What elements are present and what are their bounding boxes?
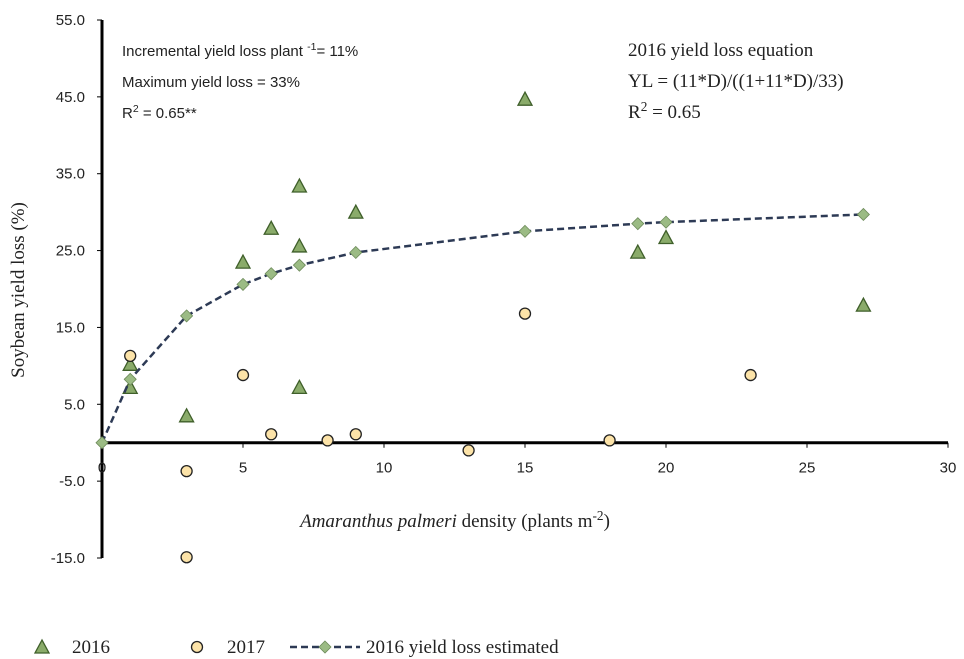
x-tick-label: 10 [376,460,393,477]
diamond-point [518,224,532,238]
x-axis-label: Amaranthus palmeri density (plants m-2) [298,508,610,533]
legend-label: 2016 yield loss estimated [366,637,559,658]
circle-point [180,551,193,564]
text-part: ) [604,511,610,532]
diamond-point [659,215,673,229]
diamond-point [236,277,250,291]
text-part: 2016 yield loss equation [628,40,814,61]
x-tick-label: 0 [98,460,106,477]
circle-point [603,434,616,447]
text-part: -1 [307,41,316,53]
text-part: Amaranthus palmeri [298,511,457,532]
annotation: R2 = 0.65** [122,103,197,122]
annotation: Incremental yield loss plant -1= 11% [122,41,358,60]
text-part: Incremental yield loss plant [122,43,307,60]
circle-point [180,465,193,478]
text-part: 2 [641,99,648,114]
triangle-point [33,638,51,654]
annotation: Maximum yield loss = 33% [122,74,300,91]
y-tick-label: -15.0 [51,550,85,567]
circle-point [265,428,278,441]
triangle-point [291,177,308,193]
y-tick-label: -5.0 [59,473,85,490]
diamond-point [856,207,870,222]
diamond-point [631,217,645,231]
y-axis-label: Soybean yield loss (%) [8,202,29,378]
x-tick-label: 30 [940,460,957,477]
text-part: = 0.65** [139,105,197,122]
triangle-point [291,379,308,395]
y-tick-label: 45.0 [56,89,85,106]
text-part: R [628,102,641,123]
triangle-point [234,253,252,269]
text-part: Maximum yield loss = 33% [122,74,300,91]
triangle-point [657,229,675,245]
trend-line [100,213,864,444]
triangle-point [347,203,364,219]
x-tick-label: 5 [239,460,247,477]
text-part: YL = (11*D)/((1+11*D)/33) [628,71,844,92]
triangle-point [516,90,534,106]
diamond-point [292,258,306,272]
x-tick-label: 15 [517,460,534,477]
text-part: R [122,105,133,122]
diamond-point [264,267,278,281]
annotation: 2016 yield loss equation [628,40,814,61]
circle-point [321,434,334,447]
y-tick-label: 55.0 [56,12,85,29]
text-part: -2 [592,508,603,523]
triangle-point [122,355,139,371]
annotation: R2 = 0.65 [628,99,701,124]
text-part: = 11% [316,43,358,60]
triangle-point [178,407,195,423]
y-tick-label: 5.0 [64,396,85,413]
x-tick-label: 20 [658,460,675,477]
text-part: = 0.65 [647,102,700,123]
triangle-point [629,243,646,259]
circle-point [518,307,532,320]
text-part: density (plants m [457,511,593,532]
annotation: YL = (11*D)/((1+11*D)/33) [628,71,844,92]
legend-label: 2017 [227,637,265,658]
diamond-point [318,640,332,654]
triangle-point [263,219,280,235]
circle-point [124,349,137,363]
circle-point [462,444,475,457]
triangle-point [291,237,308,253]
circle-point [349,428,362,441]
y-tick-label: 15.0 [56,319,85,336]
diamond-point [95,436,109,450]
diamond-point [349,245,363,260]
diamond-point [123,372,137,386]
legend-label: 2016 [72,637,110,658]
diamond-point [180,309,194,323]
x-tick-label: 25 [799,460,816,477]
y-tick-label: 25.0 [56,243,85,260]
y-tick-label: 35.0 [56,166,85,183]
circle-point [236,368,250,382]
circle-point [190,640,204,654]
text-part: 2 [133,103,139,115]
triangle-point [855,296,872,312]
circle-point [744,368,757,382]
